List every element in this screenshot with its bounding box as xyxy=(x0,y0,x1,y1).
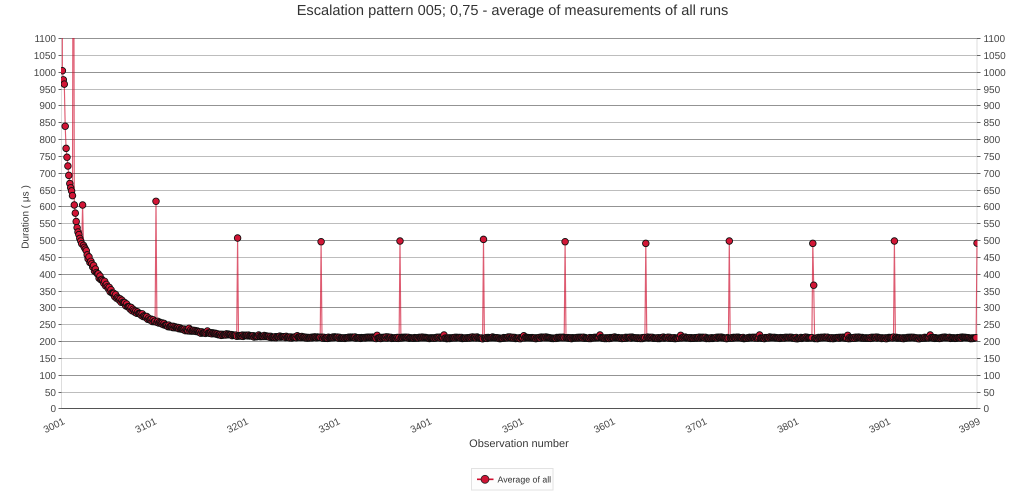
svg-text:100: 100 xyxy=(984,371,1001,382)
svg-text:800: 800 xyxy=(984,135,1001,146)
svg-text:1000: 1000 xyxy=(984,68,1007,79)
svg-text:1000: 1000 xyxy=(34,68,57,79)
svg-text:Average of all: Average of all xyxy=(498,475,552,485)
svg-text:550: 550 xyxy=(984,219,1001,230)
svg-text:700: 700 xyxy=(984,169,1001,180)
svg-text:900: 900 xyxy=(39,101,56,112)
svg-text:Observation number: Observation number xyxy=(469,438,569,450)
svg-text:800: 800 xyxy=(39,135,56,146)
svg-text:450: 450 xyxy=(984,253,1001,264)
svg-text:150: 150 xyxy=(39,354,56,365)
svg-text:200: 200 xyxy=(984,337,1001,348)
svg-text:650: 650 xyxy=(984,186,1001,197)
svg-text:900: 900 xyxy=(984,101,1001,112)
svg-text:1050: 1050 xyxy=(984,51,1007,62)
svg-text:0: 0 xyxy=(984,404,990,415)
svg-text:Escalation pattern 005; 0,75 -: Escalation pattern 005; 0,75 - average o… xyxy=(297,3,729,19)
svg-text:250: 250 xyxy=(984,320,1001,331)
svg-text:1100: 1100 xyxy=(34,34,56,45)
svg-text:350: 350 xyxy=(39,287,56,298)
svg-text:500: 500 xyxy=(39,236,56,247)
svg-text:950: 950 xyxy=(39,85,56,96)
svg-text:750: 750 xyxy=(39,152,56,163)
svg-text:250: 250 xyxy=(39,320,56,331)
svg-text:1050: 1050 xyxy=(34,51,57,62)
svg-text:300: 300 xyxy=(984,303,1001,314)
svg-text:450: 450 xyxy=(39,253,56,264)
svg-text:400: 400 xyxy=(39,270,56,281)
svg-text:150: 150 xyxy=(984,354,1001,365)
svg-text:50: 50 xyxy=(45,388,57,399)
svg-text:500: 500 xyxy=(984,236,1001,247)
svg-text:600: 600 xyxy=(984,202,1001,213)
svg-text:700: 700 xyxy=(39,169,56,180)
svg-text:750: 750 xyxy=(984,152,1001,163)
svg-text:650: 650 xyxy=(39,186,56,197)
svg-text:400: 400 xyxy=(984,270,1001,281)
svg-text:200: 200 xyxy=(39,337,56,348)
svg-text:950: 950 xyxy=(984,85,1001,96)
svg-text:850: 850 xyxy=(39,118,56,129)
svg-text:0: 0 xyxy=(50,404,56,415)
svg-text:850: 850 xyxy=(984,118,1001,129)
svg-text:1100: 1100 xyxy=(984,34,1006,45)
svg-text:600: 600 xyxy=(39,202,56,213)
svg-text:Duration ( μs ): Duration ( μs ) xyxy=(21,185,32,249)
svg-text:350: 350 xyxy=(984,287,1001,298)
svg-text:50: 50 xyxy=(984,388,996,399)
svg-text:550: 550 xyxy=(39,219,56,230)
svg-text:300: 300 xyxy=(39,303,56,314)
svg-text:100: 100 xyxy=(39,371,56,382)
